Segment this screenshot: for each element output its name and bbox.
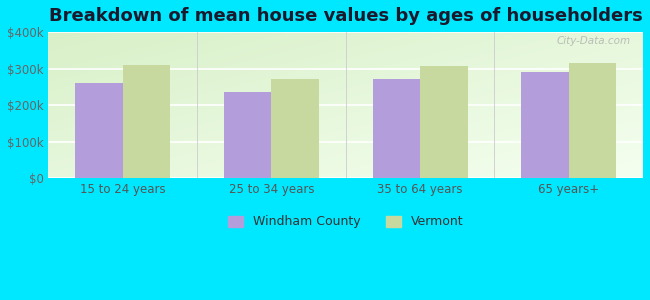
Bar (569, 63, 616, 178)
Bar (420, 66, 467, 178)
Bar (123, 65, 170, 178)
Bar (272, 79, 319, 178)
Bar (521, 71, 569, 178)
Bar (224, 92, 272, 178)
Bar (372, 79, 420, 178)
Text: City-Data.com: City-Data.com (557, 36, 631, 46)
Bar (75, 83, 123, 178)
Title: Breakdown of mean house values by ages of householders: Breakdown of mean house values by ages o… (49, 7, 643, 25)
Legend: Windham County, Vermont: Windham County, Vermont (223, 211, 469, 233)
